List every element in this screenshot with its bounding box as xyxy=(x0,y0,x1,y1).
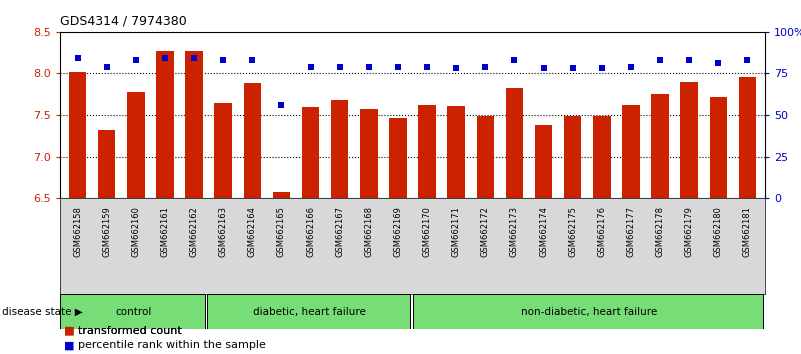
Point xyxy=(682,57,695,63)
Text: GSM662179: GSM662179 xyxy=(685,206,694,257)
Text: GSM662169: GSM662169 xyxy=(393,206,402,257)
Point xyxy=(566,65,579,71)
Point xyxy=(537,65,550,71)
Point xyxy=(392,64,405,70)
Point xyxy=(479,64,492,70)
Text: GSM662173: GSM662173 xyxy=(510,206,519,257)
Bar xyxy=(207,294,410,329)
Bar xyxy=(505,88,523,198)
Bar xyxy=(69,72,87,198)
Text: percentile rank within the sample: percentile rank within the sample xyxy=(78,340,266,350)
Bar xyxy=(448,106,465,198)
Text: GSM662178: GSM662178 xyxy=(655,206,665,257)
Text: GDS4314 / 7974380: GDS4314 / 7974380 xyxy=(60,14,187,27)
Point xyxy=(741,57,754,63)
Bar xyxy=(710,97,727,198)
Bar xyxy=(651,94,669,198)
Point xyxy=(450,65,463,71)
Bar xyxy=(331,100,348,198)
Text: GSM662175: GSM662175 xyxy=(568,206,578,257)
Text: GSM662158: GSM662158 xyxy=(73,206,82,257)
Bar xyxy=(622,105,640,198)
Text: GSM662159: GSM662159 xyxy=(103,206,111,257)
Text: control: control xyxy=(115,307,151,316)
Text: GSM662167: GSM662167 xyxy=(335,206,344,257)
Bar xyxy=(156,51,174,198)
Point xyxy=(362,64,375,70)
Text: GSM662174: GSM662174 xyxy=(539,206,548,257)
Bar xyxy=(681,82,698,198)
Bar xyxy=(477,116,494,198)
Text: diabetic, heart failure: diabetic, heart failure xyxy=(253,307,366,316)
Point xyxy=(712,61,725,66)
Point xyxy=(654,57,666,63)
Bar xyxy=(564,116,582,198)
Text: ■: ■ xyxy=(64,340,74,350)
Text: GSM662177: GSM662177 xyxy=(626,206,635,257)
Bar xyxy=(739,77,756,198)
Point xyxy=(508,57,521,63)
Bar xyxy=(302,107,320,198)
Point xyxy=(130,57,143,63)
Text: GSM662162: GSM662162 xyxy=(190,206,199,257)
Text: GSM662176: GSM662176 xyxy=(598,206,606,257)
Bar xyxy=(98,130,115,198)
Text: ■: ■ xyxy=(64,326,74,336)
Point xyxy=(71,56,84,61)
Text: GSM662180: GSM662180 xyxy=(714,206,723,257)
Point xyxy=(595,65,608,71)
Point xyxy=(100,64,113,70)
Text: GSM662163: GSM662163 xyxy=(219,206,227,257)
Bar xyxy=(60,294,205,329)
Point xyxy=(217,57,230,63)
Bar xyxy=(272,192,290,198)
Text: GSM662181: GSM662181 xyxy=(743,206,752,257)
Point xyxy=(333,64,346,70)
Text: disease state ▶: disease state ▶ xyxy=(2,307,83,316)
Bar xyxy=(244,84,261,198)
Point xyxy=(304,64,317,70)
Bar xyxy=(413,294,763,329)
Point xyxy=(275,102,288,108)
Text: transformed count: transformed count xyxy=(78,326,182,336)
Text: GSM662160: GSM662160 xyxy=(131,206,140,257)
Text: GSM662161: GSM662161 xyxy=(160,206,170,257)
Point xyxy=(625,64,638,70)
Bar xyxy=(185,51,203,198)
Text: GSM662172: GSM662172 xyxy=(481,206,490,257)
Text: GSM662165: GSM662165 xyxy=(277,206,286,257)
Bar xyxy=(127,92,144,198)
Text: GSM662168: GSM662168 xyxy=(364,206,373,257)
Bar xyxy=(535,125,553,198)
Point xyxy=(246,57,259,63)
Bar xyxy=(360,109,377,198)
Point xyxy=(421,64,433,70)
Bar xyxy=(593,116,610,198)
Text: GSM662171: GSM662171 xyxy=(452,206,461,257)
Point xyxy=(159,56,171,61)
Bar xyxy=(215,103,232,198)
Text: ■ transformed count: ■ transformed count xyxy=(64,326,182,336)
Bar xyxy=(389,118,407,198)
Bar xyxy=(418,105,436,198)
Text: GSM662164: GSM662164 xyxy=(248,206,257,257)
Text: GSM662170: GSM662170 xyxy=(423,206,432,257)
Point xyxy=(187,56,200,61)
Text: non-diabetic, heart failure: non-diabetic, heart failure xyxy=(521,307,657,316)
Text: GSM662166: GSM662166 xyxy=(306,206,315,257)
